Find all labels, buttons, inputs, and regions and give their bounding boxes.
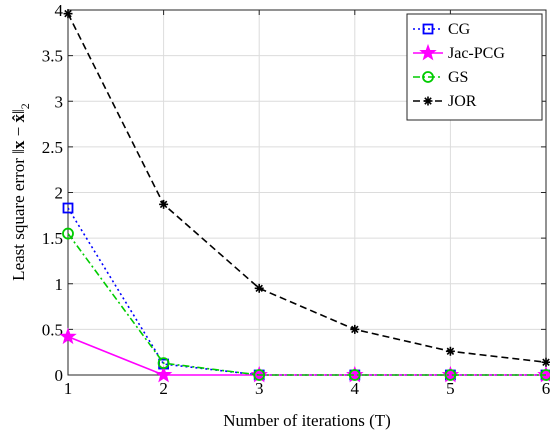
series-line-jac-pcg: [67, 335, 546, 376]
data-point-gs: [253, 369, 266, 381]
series-line-cg: [67, 207, 546, 376]
x-tick-label: 4: [351, 379, 360, 398]
legend-label: GS: [448, 69, 468, 86]
series-jor: [63, 9, 550, 367]
data-point-gs: [62, 227, 74, 240]
series-layer: [59, 9, 550, 383]
x-tick-label: 5: [446, 379, 455, 398]
legend: CG Jac-PCG GS JOR: [406, 13, 543, 121]
legend-item-jac-pcg: Jac-PCG: [413, 43, 505, 62]
data-point-jac-pcg: [154, 365, 173, 383]
data-point-jor: [63, 9, 73, 19]
data-point-gs: [157, 357, 170, 370]
y-tick-label: 1.5: [42, 229, 63, 248]
legend-marker: [422, 71, 434, 83]
series-line-gs: [67, 233, 546, 376]
legend-item-gs: GS: [413, 69, 468, 86]
series-line-jor: [67, 13, 547, 364]
data-point-jor: [254, 283, 264, 293]
legend-marker: [422, 23, 434, 35]
series-gs: [62, 227, 550, 381]
x-tick-label: 3: [255, 379, 264, 398]
data-point-jor: [445, 346, 455, 356]
y-tick-label: 0.5: [42, 320, 63, 339]
legend-item-jor: JOR: [413, 93, 477, 110]
y-tick-label: 4: [55, 1, 64, 20]
data-point-cg: [62, 202, 74, 214]
data-point-gs: [444, 369, 457, 381]
legend-marker: [423, 96, 433, 106]
series-jac-pcg: [59, 327, 550, 383]
data-point-jac-pcg: [346, 365, 364, 383]
x-tick-label: 2: [159, 379, 168, 398]
x-tick-label: 6: [542, 379, 550, 398]
y-tick-label: 3.5: [42, 47, 63, 66]
y-tick-label: 2: [55, 184, 64, 203]
series-cg: [62, 202, 550, 381]
y-tick-label: 2.5: [42, 138, 63, 157]
data-point-jor: [159, 199, 169, 209]
data-point-jac-pcg: [441, 365, 460, 383]
legend-marker: [419, 43, 437, 61]
data-point-gs: [348, 369, 361, 381]
data-point-gs: [540, 369, 550, 381]
data-point-jor: [350, 324, 360, 334]
y-tick-label: 1: [55, 275, 64, 294]
legend-label: Jac-PCG: [448, 45, 505, 62]
legend-label: CG: [448, 21, 471, 38]
legend-label: JOR: [448, 93, 477, 110]
data-point-jac-pcg: [59, 327, 77, 345]
x-tick-label: 1: [64, 379, 73, 398]
data-point-jor: [541, 357, 550, 367]
y-tick-label: 3: [55, 92, 64, 111]
y-axis-label: Least square error ‖x − x̂‖2: [9, 103, 32, 281]
legend-item-cg: CG: [413, 21, 471, 38]
y-tick-label: 0: [55, 366, 64, 385]
y-axis: 0 0.5 1 1.5 2 2.5 3 3.5 4: [42, 1, 546, 385]
x-axis-label: Number of iterations (T): [223, 411, 391, 430]
